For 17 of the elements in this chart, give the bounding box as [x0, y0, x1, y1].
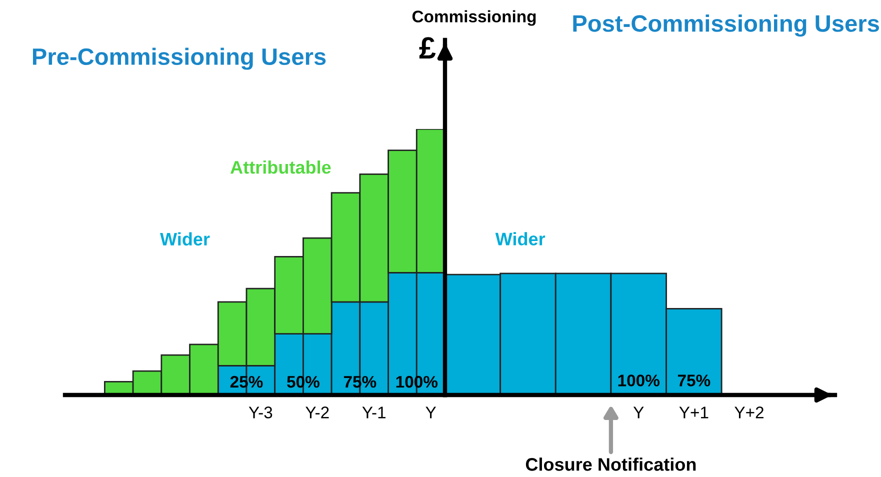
- x-tick-label: Y-3: [248, 406, 272, 418]
- x-tick-label: Y+1: [679, 406, 708, 418]
- x-tick-label: Y: [633, 406, 644, 418]
- text: Closure Notification: [526, 458, 696, 471]
- chart-title: Post-Commissioning Users: [573, 14, 879, 37]
- text: Wider: [160, 232, 210, 246]
- x-tick-label: Y: [426, 406, 436, 418]
- chart-title: Pre-Commissioning Users: [32, 48, 326, 70]
- y-axis-title: £: [419, 37, 436, 59]
- text: Wider: [495, 232, 546, 246]
- annotation: 100%: [618, 374, 660, 386]
- x-tick-label: Y-2: [306, 406, 329, 418]
- text: Commissioning: [412, 10, 536, 26]
- series-label: Attributable: [230, 160, 331, 174]
- x-tick-label: Y+2: [734, 406, 764, 418]
- x-tick-label: Y-1: [362, 406, 386, 418]
- annotation: 75%: [678, 374, 710, 386]
